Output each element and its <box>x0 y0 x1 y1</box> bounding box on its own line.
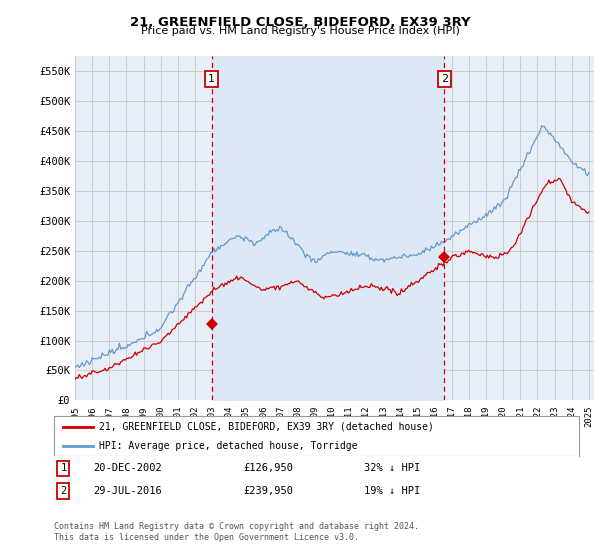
Text: 21, GREENFIELD CLOSE, BIDEFORD, EX39 3RY (detached house): 21, GREENFIELD CLOSE, BIDEFORD, EX39 3RY… <box>98 422 433 432</box>
Text: 1: 1 <box>208 74 215 84</box>
Text: 2: 2 <box>441 74 448 84</box>
Text: 20-DEC-2002: 20-DEC-2002 <box>94 464 162 474</box>
Text: 19% ↓ HPI: 19% ↓ HPI <box>364 486 420 496</box>
Text: Price paid vs. HM Land Registry's House Price Index (HPI): Price paid vs. HM Land Registry's House … <box>140 26 460 36</box>
Text: 29-JUL-2016: 29-JUL-2016 <box>94 486 162 496</box>
Text: 32% ↓ HPI: 32% ↓ HPI <box>364 464 420 474</box>
Text: 1: 1 <box>61 464 67 474</box>
Text: 21, GREENFIELD CLOSE, BIDEFORD, EX39 3RY: 21, GREENFIELD CLOSE, BIDEFORD, EX39 3RY <box>130 16 470 29</box>
Text: £239,950: £239,950 <box>243 486 293 496</box>
Text: £126,950: £126,950 <box>243 464 293 474</box>
Text: Contains HM Land Registry data © Crown copyright and database right 2024.
This d: Contains HM Land Registry data © Crown c… <box>54 522 419 542</box>
Text: 2: 2 <box>61 486 67 496</box>
Text: HPI: Average price, detached house, Torridge: HPI: Average price, detached house, Torr… <box>98 441 357 450</box>
